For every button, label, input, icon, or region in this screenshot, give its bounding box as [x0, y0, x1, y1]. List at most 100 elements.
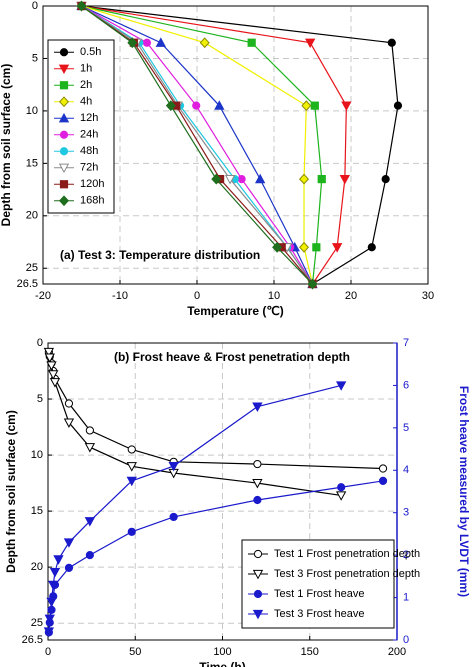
- marker: [387, 38, 396, 47]
- y-tick-label: 25: [31, 617, 43, 629]
- marker: [43, 627, 55, 637]
- x-tick-label: 100: [213, 646, 231, 658]
- marker: [339, 174, 351, 185]
- marker: [378, 476, 388, 485]
- legend-marker: [59, 81, 69, 90]
- legend-marker: [59, 48, 69, 57]
- marker: [43, 347, 55, 358]
- marker: [299, 241, 310, 253]
- marker: [64, 563, 74, 572]
- marker: [63, 418, 75, 428]
- y-tick-label: 10: [31, 449, 43, 461]
- marker: [393, 101, 403, 110]
- marker: [44, 614, 55, 625]
- y2-tick-label: 2: [403, 549, 409, 561]
- legend-marker: [58, 163, 70, 174]
- legend-label: 168h: [80, 195, 104, 207]
- series-line: [81, 5, 399, 285]
- y-tick-label: 15: [26, 157, 38, 169]
- legend-label: 2h: [80, 79, 92, 91]
- marker: [142, 38, 152, 47]
- legend-label: 12h: [80, 112, 98, 124]
- legend-marker: [252, 609, 264, 620]
- y2-tick-label: 7: [403, 337, 409, 349]
- y2-tick-label: 4: [403, 464, 409, 476]
- y2-tick-label: 0: [403, 634, 409, 646]
- y-tick-label: 5: [32, 52, 38, 64]
- marker: [84, 443, 96, 453]
- y2-axis-label: Frost heave measured by LVDT (mm): [457, 386, 471, 597]
- legend-marker: [59, 180, 69, 189]
- marker: [84, 517, 96, 527]
- marker: [48, 580, 59, 591]
- marker: [199, 37, 210, 49]
- marker: [312, 243, 321, 252]
- series-line: [81, 5, 323, 285]
- y-tick-label: 5: [37, 393, 43, 405]
- marker: [252, 402, 263, 413]
- legend-marker: [58, 96, 70, 108]
- marker: [253, 459, 262, 469]
- y2-tick-label: 5: [403, 422, 409, 434]
- x-axis-label: Time (h): [199, 660, 245, 667]
- series-line: [81, 5, 314, 285]
- marker: [272, 241, 283, 253]
- legend-marker: [58, 195, 70, 207]
- legend-marker: [252, 569, 264, 580]
- series-line: [81, 5, 314, 285]
- marker: [224, 174, 236, 185]
- annotation: (b) Frost heave & Frost penetration dept…: [114, 350, 350, 364]
- x-tick-label: 30: [422, 290, 434, 302]
- legend-label: 1h: [80, 63, 92, 75]
- y-tick-label: 20: [31, 561, 43, 573]
- y2-tick-label: 3: [403, 507, 409, 519]
- legend-label: 4h: [80, 96, 92, 108]
- marker: [63, 538, 75, 548]
- y-axis-label: Depth from soil surface (cm): [4, 410, 18, 573]
- marker: [64, 399, 74, 408]
- marker: [127, 527, 136, 536]
- y-axis-label: Depth from soil surface (cm): [0, 64, 13, 227]
- legend-label: Test 1 Frost heave: [274, 588, 365, 600]
- plot-frame: [42, 5, 429, 285]
- legend-label: 120h: [80, 178, 104, 190]
- series-line: [81, 5, 347, 285]
- series-line: [48, 351, 342, 497]
- marker: [310, 101, 319, 110]
- marker: [192, 101, 201, 110]
- legend-marker: [59, 147, 69, 156]
- x-tick-label: 150: [301, 646, 319, 658]
- legend-label: 0.5h: [80, 46, 101, 58]
- legend-label: Test 3 Frost heave: [274, 608, 365, 620]
- x-tick-label: -10: [112, 290, 128, 302]
- marker: [44, 353, 55, 363]
- series-line: [81, 5, 314, 285]
- legend-label: Test 1 Frost penetration depth: [274, 548, 420, 560]
- marker: [335, 491, 347, 501]
- marker: [317, 174, 326, 184]
- marker: [126, 462, 137, 472]
- y-tick-label: 26.5: [17, 278, 38, 290]
- marker: [165, 100, 176, 112]
- y-tick-label: 0: [37, 337, 43, 349]
- legend-marker: [253, 589, 263, 599]
- series-line: [81, 5, 313, 285]
- marker: [305, 38, 316, 49]
- marker: [127, 445, 136, 454]
- marker: [381, 174, 390, 184]
- y-tick-label: 25: [26, 262, 38, 274]
- marker: [247, 38, 256, 47]
- y-tick-label: 0: [32, 0, 38, 12]
- series-line: [81, 5, 313, 285]
- marker: [155, 37, 166, 47]
- x-tick-label: 10: [268, 290, 280, 302]
- marker: [169, 512, 178, 522]
- x-tick-label: 0: [45, 646, 51, 658]
- marker: [335, 381, 347, 391]
- legend-marker: [253, 549, 263, 559]
- legend-marker: [58, 64, 70, 75]
- legend-label: 48h: [80, 145, 98, 157]
- marker: [367, 243, 376, 252]
- x-tick-label: 50: [129, 646, 141, 658]
- legend-label: 72h: [80, 162, 98, 174]
